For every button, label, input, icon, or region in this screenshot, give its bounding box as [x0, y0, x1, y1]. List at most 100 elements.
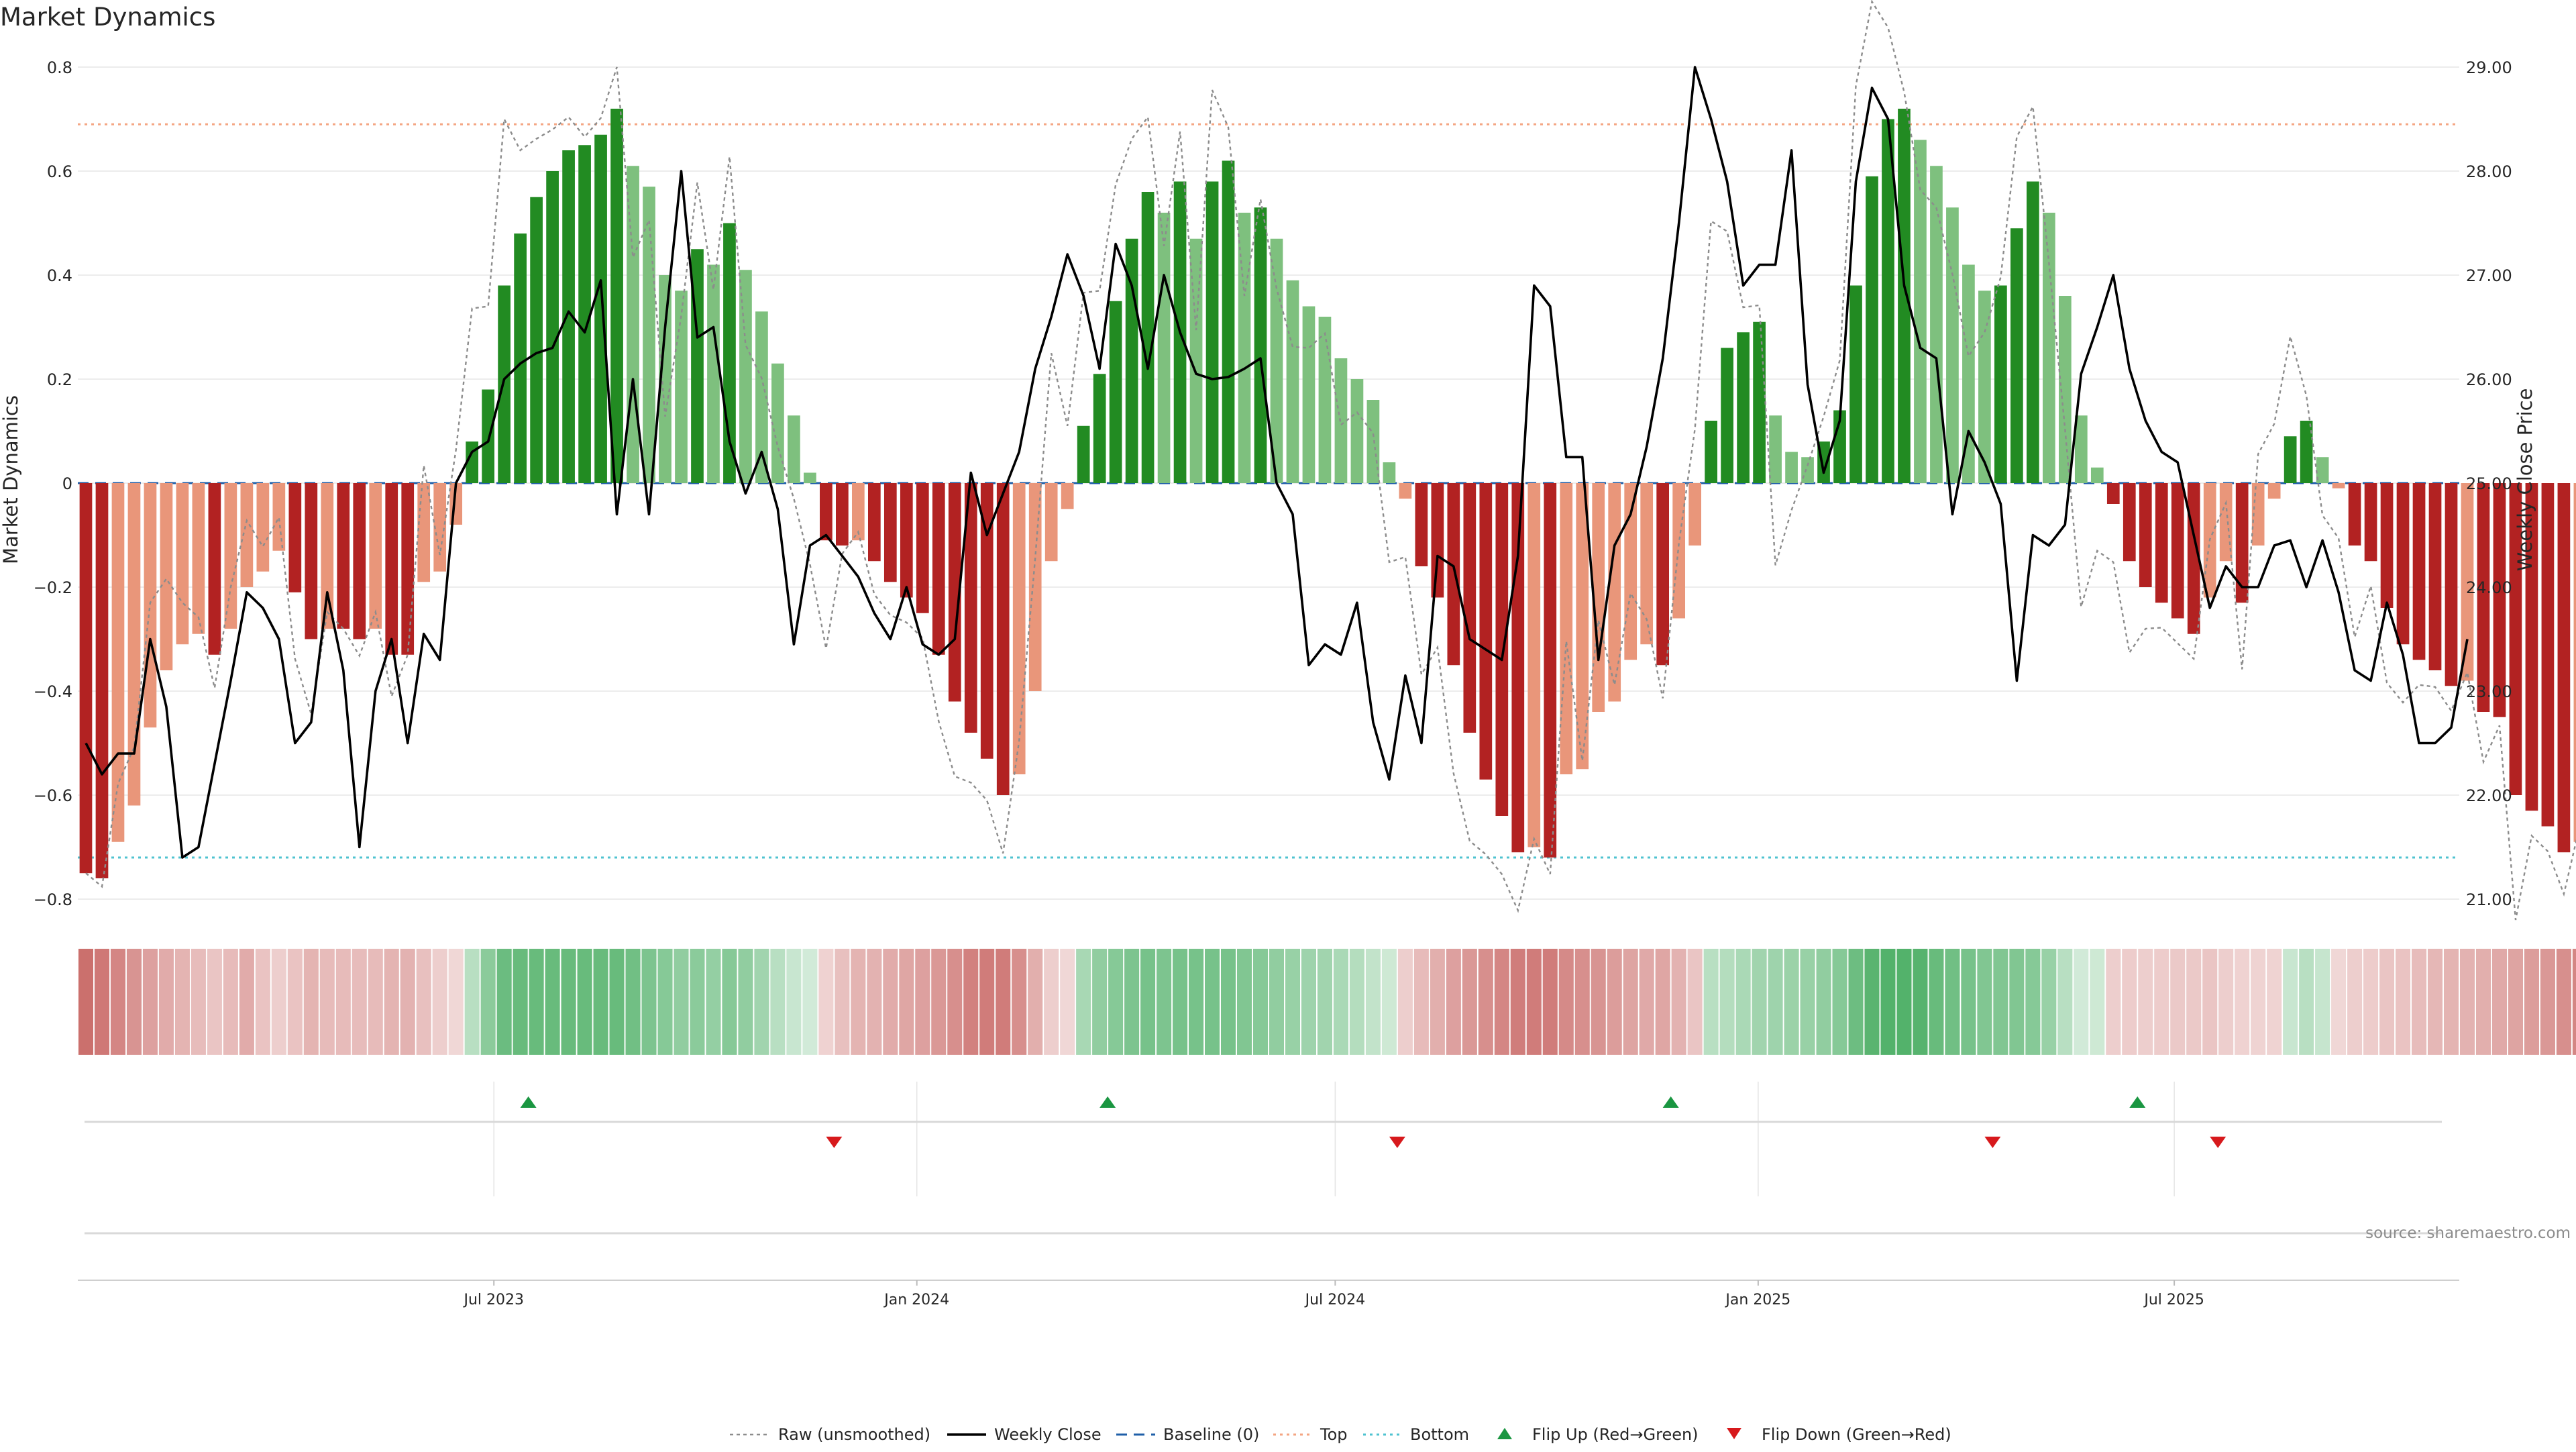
legend-flip-down-label: Flip Down (Green→Red)	[1762, 1425, 1951, 1444]
date-tick-label: Jul 2024	[1304, 1292, 1366, 1308]
intensity-cell	[915, 949, 930, 1055]
date-tick-label: Jan 2025	[1724, 1292, 1790, 1308]
dynamics-bar	[1705, 421, 1717, 483]
intensity-cell	[448, 949, 464, 1055]
intensity-cell	[1913, 949, 1928, 1055]
date-axis: Jul 2023 Jan 2024 Jul 2024 Jan 2025 Jul 2025	[78, 1280, 2459, 1308]
dynamics-bar	[2058, 296, 2072, 483]
intensity-cell	[2443, 949, 2459, 1055]
intensity-cell	[513, 949, 528, 1055]
dynamics-bar	[2139, 483, 2152, 587]
intensity-cell	[722, 949, 737, 1055]
left-tick-label: −0.4	[34, 682, 72, 701]
intensity-cell	[1012, 949, 1027, 1055]
dynamics-bar	[2316, 457, 2329, 483]
dynamics-bar	[433, 483, 447, 572]
intensity-cell	[174, 949, 190, 1055]
flip-down-marker	[2210, 1137, 2226, 1148]
intensity-cell	[963, 949, 979, 1055]
intensity-cell	[1703, 949, 1719, 1055]
dynamics-bar	[820, 483, 833, 541]
dynamics-bar	[1592, 483, 1605, 712]
intensity-cell	[1977, 949, 1992, 1055]
dynamics-bar	[1930, 166, 1943, 483]
legend-flip-up-swatch	[1497, 1428, 1512, 1439]
intensity-cell	[2202, 949, 2218, 1055]
dynamics-bar	[771, 363, 784, 483]
line-layer	[85, 0, 2576, 921]
dynamics-bar	[1721, 348, 1733, 483]
intensity-cell	[1574, 949, 1590, 1055]
intensity-cell	[1510, 949, 1525, 1055]
dynamics-bar	[659, 275, 672, 483]
intensity-cell	[1591, 949, 1606, 1055]
dynamics-bar	[707, 264, 720, 483]
intensity-cell	[561, 949, 576, 1055]
right-tick-label: 27.00	[2466, 266, 2512, 285]
intensity-cell	[1446, 949, 1461, 1055]
intensity-cell	[1494, 949, 1509, 1055]
intensity-cell	[641, 949, 657, 1055]
dynamics-bar	[353, 483, 366, 639]
intensity-cell	[754, 949, 769, 1055]
left-tick-label: 0.8	[47, 58, 72, 77]
dynamics-bar	[980, 483, 994, 759]
dynamics-bar	[2525, 483, 2538, 811]
intensity-cell	[158, 949, 174, 1055]
dynamics-bar	[867, 483, 881, 562]
intensity-cell	[207, 949, 222, 1055]
date-tick-label: Jul 2023	[462, 1292, 524, 1308]
dynamics-bar	[417, 483, 431, 582]
dynamics-bar	[2428, 483, 2442, 670]
dynamics-bar	[337, 483, 350, 629]
intensity-cell	[1108, 949, 1124, 1055]
intensity-cell	[1542, 949, 1558, 1055]
intensity-strip	[78, 949, 2576, 1055]
intensity-cell	[657, 949, 673, 1055]
intensity-cell	[2106, 949, 2121, 1055]
dynamics-bar	[610, 109, 623, 483]
intensity-cell	[2090, 949, 2105, 1055]
dynamics-bar	[948, 483, 961, 702]
dynamics-bar	[2284, 436, 2297, 483]
intensity-cell	[1044, 949, 1059, 1055]
intensity-cell	[2459, 949, 2475, 1055]
intensity-cell	[1993, 949, 2008, 1055]
right-tick-label: 24.00	[2466, 578, 2512, 597]
dynamics-bar	[466, 442, 479, 483]
dynamics-bar	[160, 483, 173, 670]
dynamics-bar	[1769, 415, 1782, 483]
intensity-cell	[78, 949, 94, 1055]
dynamics-bar	[514, 234, 527, 483]
dynamics-bar	[2445, 483, 2458, 686]
intensity-cell	[1060, 949, 1075, 1055]
dynamics-bar	[2348, 483, 2361, 546]
dynamics-bar	[1785, 452, 1798, 483]
left-y-axis: 0.8 0.6 0.4 0.2 0 −0.2 −0.4 −0.6 −0.8	[34, 58, 72, 909]
intensity-cell	[1349, 949, 1364, 1055]
intensity-cell	[1333, 949, 1348, 1055]
legend-flip-up-label: Flip Up (Red→Green)	[1532, 1425, 1699, 1444]
intensity-cell	[2170, 949, 2186, 1055]
intensity-cell	[609, 949, 625, 1055]
dynamics-bar	[1495, 483, 1509, 816]
intensity-cell	[2540, 949, 2555, 1055]
legend: Raw (unsmoothed) Weekly Close Baseline (0)…	[730, 1425, 1951, 1444]
dynamics-bar	[1882, 119, 1894, 483]
dynamics-bar	[1399, 483, 1412, 499]
dynamics-bar	[498, 285, 511, 483]
intensity-cell	[2009, 949, 2025, 1055]
intensity-cell	[899, 949, 914, 1055]
dynamics-bar	[1849, 285, 1862, 483]
dynamics-bar	[1044, 483, 1058, 562]
dynamics-bar	[739, 270, 752, 483]
dynamics-bar	[2557, 483, 2571, 853]
intensity-cell	[1365, 949, 1381, 1055]
intensity-cell	[432, 949, 447, 1055]
intensity-cell	[1945, 949, 1960, 1055]
dynamics-bar	[2267, 483, 2281, 499]
intensity-cell	[400, 949, 415, 1055]
intensity-cell	[1735, 949, 1751, 1055]
legend-flip-down-swatch	[1727, 1428, 1741, 1439]
right-tick-label: 21.00	[2466, 890, 2512, 909]
